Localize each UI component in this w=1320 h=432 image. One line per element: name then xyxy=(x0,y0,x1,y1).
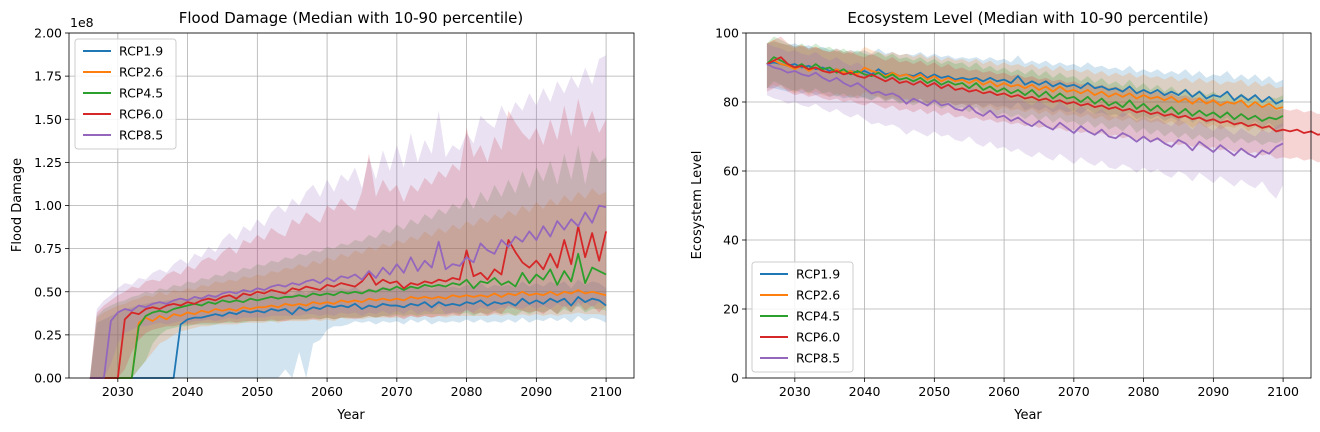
x-axis-ticks: 2030 2040 2050 2060 2070 2080 2090 2100 xyxy=(779,378,1299,399)
percentile-band-rcp60 xyxy=(89,98,607,379)
x-tick-label: 2080 xyxy=(451,384,483,399)
median-line-rcp60 xyxy=(89,225,607,379)
percentile-bands xyxy=(766,36,1320,199)
plot-frame xyxy=(745,32,1312,379)
legend-label: RCP6.0 xyxy=(119,107,163,122)
x-tick-label: 2090 xyxy=(1197,384,1229,399)
legend-label: RCP8.5 xyxy=(796,351,840,366)
median-line-rcp60 xyxy=(766,56,1320,136)
x-axis-ticks: 2030 2040 2050 2060 2070 2080 2090 2100 xyxy=(102,378,622,399)
legend-label: RCP6.0 xyxy=(796,330,840,345)
y-axis-label: Flood Damage xyxy=(10,158,25,252)
x-tick-label: 2080 xyxy=(1128,384,1160,399)
x-tick-label: 2070 xyxy=(1058,384,1090,399)
median-lines xyxy=(766,56,1320,159)
median-lines xyxy=(89,204,607,379)
y-tick-label: 1.75 xyxy=(34,69,62,84)
x-tick-label: 2090 xyxy=(520,384,552,399)
x-tick-label: 2060 xyxy=(988,384,1020,399)
legend-box xyxy=(751,261,854,373)
y-tick-label: 2.00 xyxy=(34,26,62,41)
y-tick-label: 1.00 xyxy=(34,198,62,213)
median-line-rcp45 xyxy=(89,252,607,379)
x-tick-label: 2060 xyxy=(311,384,343,399)
legend-label: RCP2.6 xyxy=(119,65,163,80)
median-line-rcp26 xyxy=(766,59,1284,110)
percentile-band-rcp85 xyxy=(89,55,607,379)
legend-label: RCP8.5 xyxy=(119,128,163,143)
y-tick-label: 80 xyxy=(723,95,739,110)
ecosystem-level-chart: Ecosystem Level (Median with 10-90 perce… xyxy=(690,9,1320,423)
flood-damage-chart: Flood Damage (Median with 10-90 percenti… xyxy=(10,9,635,423)
legend: RCP1.9 RCP2.6 RCP4.5 RCP6.0 RCP8.5 xyxy=(74,38,177,150)
legend-box xyxy=(74,38,177,150)
x-tick-label: 2050 xyxy=(241,384,273,399)
y-axis-ticks: 0.00 0.25 0.50 0.75 1.00 1.25 1.50 1.75 2.00 xyxy=(34,26,69,386)
y-tick-label: 20 xyxy=(723,302,739,317)
legend-label: RCP1.9 xyxy=(796,267,840,282)
y-tick-label: 0 xyxy=(731,371,739,386)
y-tick-label: 1.25 xyxy=(34,155,62,170)
median-line-rcp85 xyxy=(89,204,607,379)
y-tick-label: 0.25 xyxy=(34,327,62,342)
percentile-band-rcp26 xyxy=(766,39,1284,134)
chart-title: Ecosystem Level (Median with 10-90 perce… xyxy=(847,9,1208,27)
median-line-rcp26 xyxy=(89,289,607,379)
y-axis-ticks: 0 20 40 60 80 100 xyxy=(715,26,746,386)
x-tick-label: 2050 xyxy=(918,384,950,399)
percentile-bands xyxy=(89,55,607,379)
y-tick-label: 0.75 xyxy=(34,241,62,256)
legend-label: RCP4.5 xyxy=(796,309,840,324)
chart-title: Flood Damage (Median with 10-90 percenti… xyxy=(179,9,524,27)
percentile-band-rcp26 xyxy=(89,188,607,378)
x-tick-label: 2100 xyxy=(590,384,622,399)
y-tick-label: 0.50 xyxy=(34,284,62,299)
x-tick-label: 2100 xyxy=(1267,384,1299,399)
y-tick-label: 60 xyxy=(723,164,739,179)
x-tick-label: 2040 xyxy=(849,384,881,399)
x-tick-label: 2030 xyxy=(102,384,134,399)
percentile-band-rcp45 xyxy=(766,36,1284,146)
x-axis-label: Year xyxy=(1013,408,1042,423)
legend: RCP1.9 RCP2.6 RCP4.5 RCP6.0 RCP8.5 xyxy=(751,261,854,373)
percentile-band-rcp85 xyxy=(766,43,1284,199)
x-tick-label: 2030 xyxy=(779,384,811,399)
x-axis-label: Year xyxy=(336,408,365,423)
x-tick-label: 2070 xyxy=(381,384,413,399)
grid xyxy=(746,32,1311,379)
percentile-band-rcp45 xyxy=(89,145,607,378)
y-tick-label: 1.50 xyxy=(34,112,62,127)
y-tick-label: 40 xyxy=(723,233,739,248)
median-line-rcp19 xyxy=(89,296,607,379)
x-tick-label: 2040 xyxy=(172,384,204,399)
y-tick-label: 100 xyxy=(715,26,739,41)
legend-label: RCP1.9 xyxy=(119,44,163,59)
y-axis-label: Ecosystem Level xyxy=(690,151,705,260)
legend-label: RCP4.5 xyxy=(119,86,163,101)
median-line-rcp85 xyxy=(766,63,1284,159)
y-tick-label: 0.00 xyxy=(34,371,62,386)
percentile-band-rcp19 xyxy=(89,279,607,378)
y-offset-label: 1e8 xyxy=(70,15,94,30)
legend-label: RCP2.6 xyxy=(796,288,840,303)
